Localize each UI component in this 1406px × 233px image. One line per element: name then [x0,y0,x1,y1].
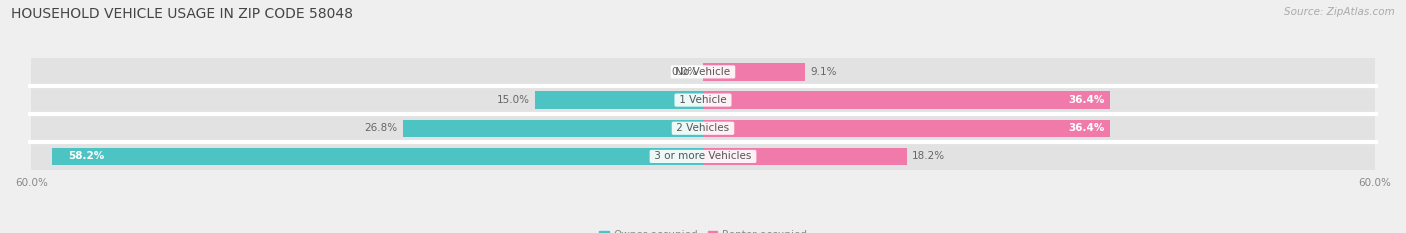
Bar [703,86,1375,114]
Text: 15.0%: 15.0% [496,95,530,105]
Bar [536,91,703,109]
Bar [31,58,703,86]
Bar [31,143,703,170]
Text: 0.0%: 0.0% [671,67,697,77]
Bar [703,58,1375,86]
Text: 18.2%: 18.2% [912,151,945,161]
Bar [404,120,703,137]
Bar [703,63,804,81]
Bar [703,115,1375,142]
Text: No Vehicle: No Vehicle [672,67,734,77]
Text: 36.4%: 36.4% [1069,95,1105,105]
Legend: Owner-occupied, Renter-occupied: Owner-occupied, Renter-occupied [595,226,811,233]
Text: 26.8%: 26.8% [364,123,398,133]
Bar [31,86,703,114]
Bar [703,148,907,165]
Text: 3 or more Vehicles: 3 or more Vehicles [651,151,755,161]
Text: 1 Vehicle: 1 Vehicle [676,95,730,105]
Text: 58.2%: 58.2% [69,151,104,161]
Bar [703,91,1111,109]
Text: HOUSEHOLD VEHICLE USAGE IN ZIP CODE 58048: HOUSEHOLD VEHICLE USAGE IN ZIP CODE 5804… [11,7,353,21]
Bar [703,120,1111,137]
Bar [703,143,1375,170]
Text: 2 Vehicles: 2 Vehicles [673,123,733,133]
Text: Source: ZipAtlas.com: Source: ZipAtlas.com [1284,7,1395,17]
Text: 9.1%: 9.1% [810,67,837,77]
Text: 36.4%: 36.4% [1069,123,1105,133]
Bar [52,148,703,165]
Bar [31,115,703,142]
